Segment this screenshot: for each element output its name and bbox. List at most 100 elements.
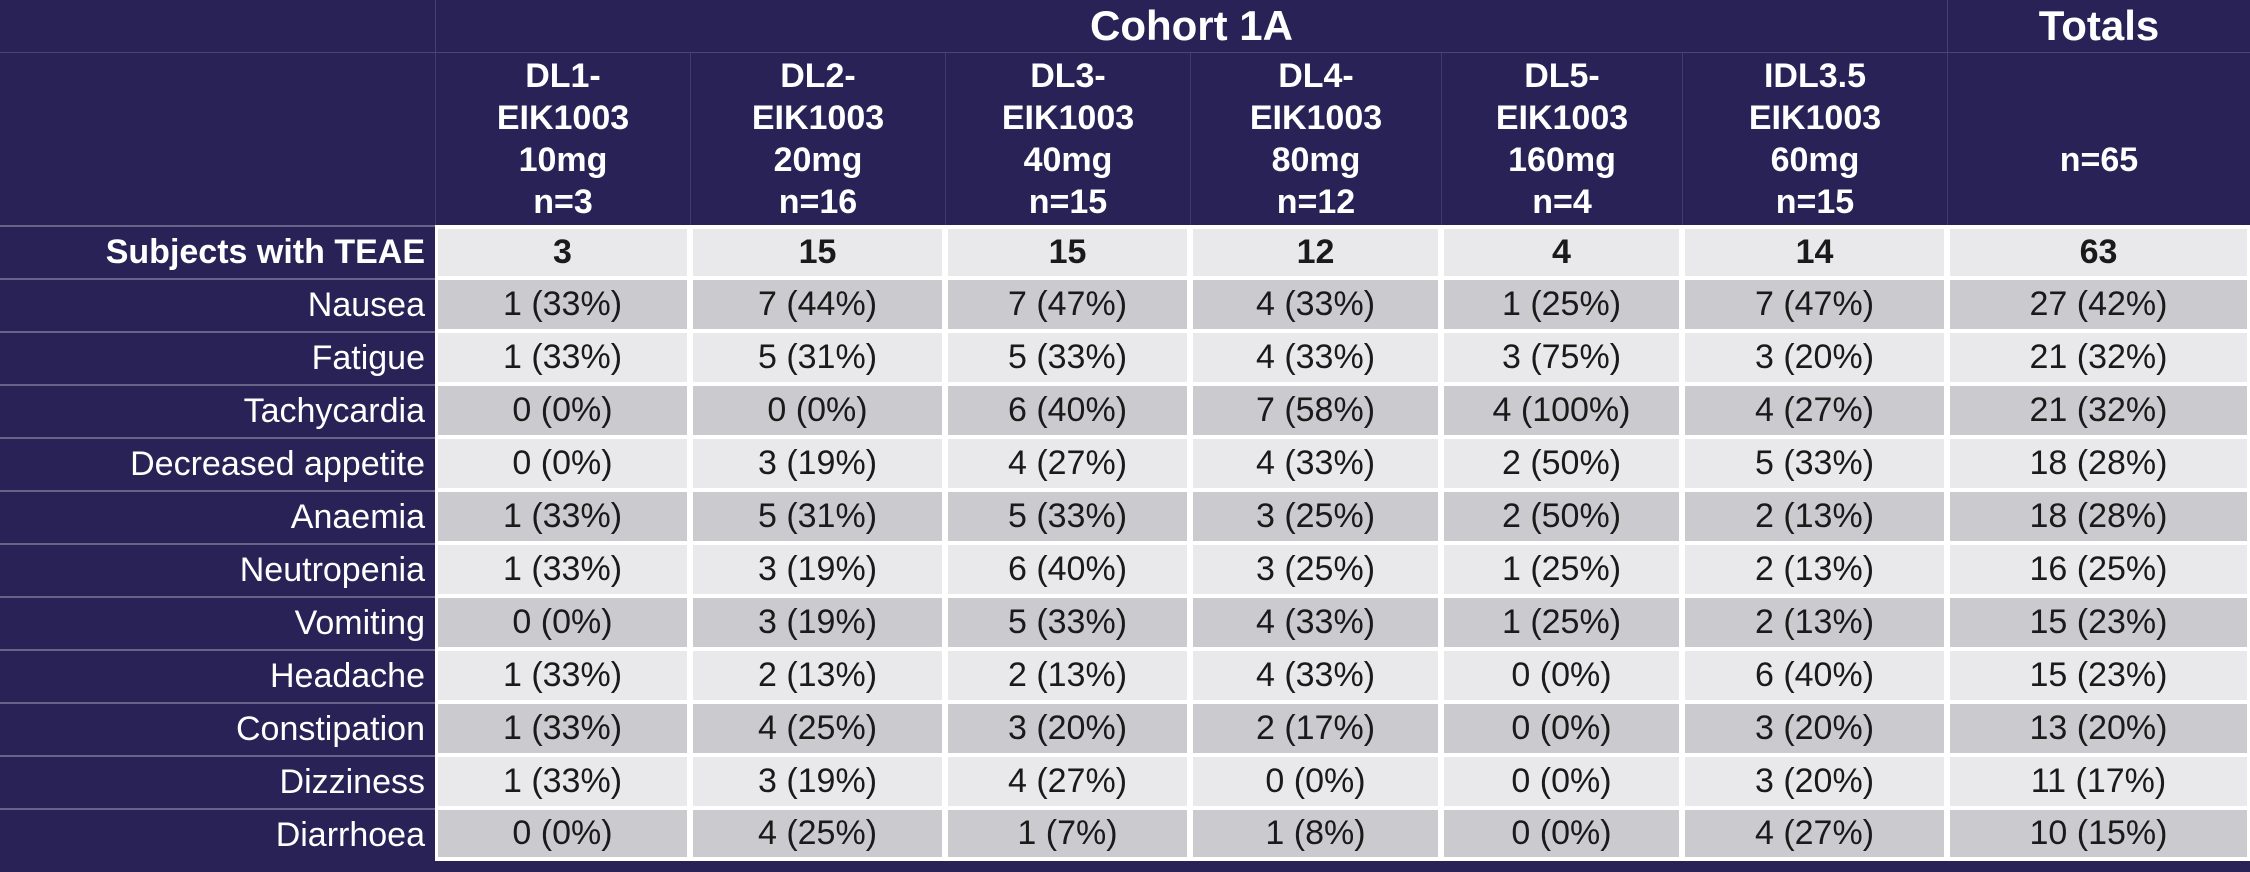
value-cell: 3 (19%) <box>690 596 945 649</box>
row-label: Neutropenia <box>0 543 435 596</box>
value-text: 4 (33%) <box>1193 651 1438 700</box>
value-cell: 0 (0%) <box>1441 649 1682 702</box>
value-cell: 4 (27%) <box>1682 384 1947 437</box>
value-text: 2 (13%) <box>1685 492 1944 541</box>
value-cell: 5 (31%) <box>690 490 945 543</box>
row-label: Dizziness <box>0 755 435 808</box>
value-text: 4 (27%) <box>948 757 1187 806</box>
value-text: 4 <box>1444 229 1679 276</box>
value-text: 6 (40%) <box>948 545 1187 594</box>
value-text: 13 (20%) <box>1950 704 2247 753</box>
value-cell: 4 (33%) <box>1190 278 1441 331</box>
value-text: 4 (33%) <box>1193 333 1438 382</box>
value-text: 1 (33%) <box>438 333 687 382</box>
row-label: Fatigue <box>0 331 435 384</box>
value-cell: 4 (25%) <box>690 808 945 861</box>
value-text: 27 (42%) <box>1950 280 2247 329</box>
value-cell: 3 (20%) <box>1682 702 1947 755</box>
value-text: 2 (13%) <box>948 651 1187 700</box>
value-cell: 4 (27%) <box>945 437 1190 490</box>
table-title: Cohort 1A <box>435 0 1947 53</box>
value-text: 1 (33%) <box>438 492 687 541</box>
value-cell: 2 (13%) <box>1682 543 1947 596</box>
value-cell: 6 (40%) <box>945 384 1190 437</box>
value-cell: 18 (28%) <box>1947 437 2250 490</box>
value-text: 0 (0%) <box>1444 704 1679 753</box>
totals-header: Totals <box>1947 0 2250 53</box>
value-text: 7 (44%) <box>693 280 942 329</box>
value-cell: 2 (13%) <box>945 649 1190 702</box>
value-cell: 6 (40%) <box>1682 649 1947 702</box>
value-text: 7 (47%) <box>1685 280 1944 329</box>
value-cell: 4 (100%) <box>1441 384 1682 437</box>
value-text: 6 (40%) <box>1685 651 1944 700</box>
row-label: Headache <box>0 649 435 702</box>
value-cell: 1 (33%) <box>435 543 690 596</box>
value-cell: 15 <box>945 225 1190 278</box>
value-cell: 21 (32%) <box>1947 384 2250 437</box>
value-cell: 1 (33%) <box>435 649 690 702</box>
value-text: 3 <box>438 229 687 276</box>
row-label: Vomiting <box>0 596 435 649</box>
value-text: 0 (0%) <box>1193 757 1438 806</box>
value-cell: 15 (23%) <box>1947 596 2250 649</box>
value-text: 21 (32%) <box>1950 333 2247 382</box>
value-cell: 1 (33%) <box>435 278 690 331</box>
value-text: 5 (33%) <box>948 492 1187 541</box>
value-cell: 12 <box>1190 225 1441 278</box>
value-text: 1 (33%) <box>438 280 687 329</box>
value-cell: 27 (42%) <box>1947 278 2250 331</box>
value-text: 1 (25%) <box>1444 280 1679 329</box>
value-text: 0 (0%) <box>438 598 687 647</box>
value-cell: 4 (33%) <box>1190 331 1441 384</box>
value-cell: 3 (25%) <box>1190 543 1441 596</box>
value-cell: 3 (20%) <box>945 702 1190 755</box>
value-cell: 11 (17%) <box>1947 755 2250 808</box>
value-cell: 3 (75%) <box>1441 331 1682 384</box>
value-cell: 14 <box>1682 225 1947 278</box>
column-header: DL2- EIK1003 20mg n=16 <box>690 53 945 225</box>
value-text: 11 (17%) <box>1950 757 2247 806</box>
value-cell: 7 (44%) <box>690 278 945 331</box>
value-text: 2 (50%) <box>1444 492 1679 541</box>
row-label: Decreased appetite <box>0 437 435 490</box>
value-text: 4 (100%) <box>1444 386 1679 435</box>
value-cell: 3 (25%) <box>1190 490 1441 543</box>
value-text: 2 (13%) <box>693 651 942 700</box>
row-label: Subjects with TEAE <box>0 225 435 278</box>
value-cell: 2 (13%) <box>1682 596 1947 649</box>
value-text: 3 (25%) <box>1193 492 1438 541</box>
value-text: 4 (33%) <box>1193 280 1438 329</box>
value-text: 3 (19%) <box>693 598 942 647</box>
row-label: Constipation <box>0 702 435 755</box>
value-cell: 3 (19%) <box>690 437 945 490</box>
value-text: 3 (19%) <box>693 757 942 806</box>
value-cell: 4 (27%) <box>945 755 1190 808</box>
value-cell: 1 (33%) <box>435 755 690 808</box>
column-header: DL1- EIK1003 10mg n=3 <box>435 53 690 225</box>
value-text: 1 (25%) <box>1444 598 1679 647</box>
value-text: 0 (0%) <box>1444 810 1679 857</box>
value-cell: 3 (20%) <box>1682 331 1947 384</box>
value-text: 3 (25%) <box>1193 545 1438 594</box>
value-text: 5 (31%) <box>693 492 942 541</box>
value-text: 1 (33%) <box>438 757 687 806</box>
value-text: 5 (31%) <box>693 333 942 382</box>
corner-cell-header <box>0 53 435 225</box>
row-label: Anaemia <box>0 490 435 543</box>
value-cell: 21 (32%) <box>1947 331 2250 384</box>
value-text: 1 (33%) <box>438 704 687 753</box>
value-text: 0 (0%) <box>1444 651 1679 700</box>
value-text: 5 (33%) <box>948 333 1187 382</box>
value-text: 0 (0%) <box>438 386 687 435</box>
value-text: 0 (0%) <box>438 810 687 857</box>
value-text: 4 (25%) <box>693 704 942 753</box>
column-header: DL3- EIK1003 40mg n=15 <box>945 53 1190 225</box>
value-cell: 1 (33%) <box>435 490 690 543</box>
value-cell: 2 (50%) <box>1441 490 1682 543</box>
value-text: 2 (17%) <box>1193 704 1438 753</box>
value-text: 0 (0%) <box>693 386 942 435</box>
value-text: 3 (20%) <box>1685 757 1944 806</box>
value-cell: 3 (19%) <box>690 543 945 596</box>
